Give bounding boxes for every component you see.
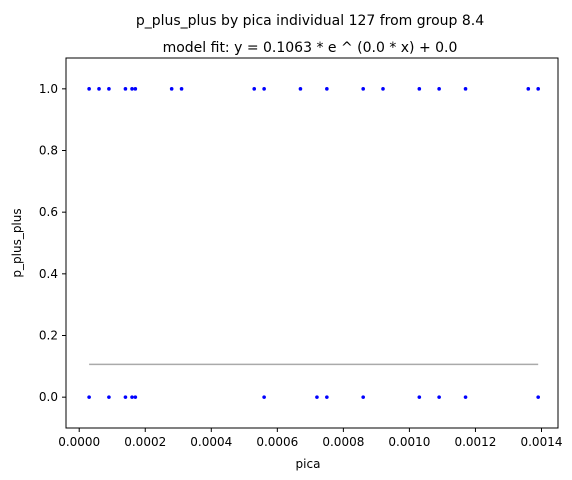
scatter-point — [325, 395, 329, 399]
x-tick-label: 0.0000 — [58, 435, 100, 449]
scatter-point — [133, 395, 138, 399]
scatter-point — [123, 87, 128, 91]
scatter-point — [262, 87, 266, 91]
scatter-point — [463, 87, 468, 91]
y-tick-label: 0.2 — [39, 329, 58, 343]
scatter-point — [315, 395, 319, 399]
chart-title: p_plus_plus by pica individual 127 from … — [136, 13, 484, 29]
scatter-point — [107, 87, 111, 91]
scatter-point — [130, 395, 134, 399]
scatter-point — [536, 395, 540, 399]
scatter-point — [262, 395, 266, 399]
scatter-point — [437, 87, 441, 91]
scatter-point — [298, 87, 303, 91]
x-tick-label: 0.0004 — [190, 435, 232, 449]
y-tick-label: 0.0 — [39, 390, 58, 404]
x-tick-label: 0.0008 — [322, 435, 364, 449]
scatter-point — [133, 87, 138, 91]
y-tick-label: 1.0 — [39, 82, 58, 96]
y-tick-label: 0.4 — [39, 267, 58, 281]
scatter-point — [169, 87, 174, 91]
y-axis-ticks: 0.0 0.2 0.4 0.6 0.8 1.0 — [39, 82, 66, 404]
y-tick-label: 0.6 — [39, 205, 58, 219]
plot-area-frame — [65, 57, 559, 429]
y-tick-label: 0.8 — [39, 144, 58, 158]
x-tick-label: 0.0014 — [520, 435, 562, 449]
chart-subtitle: model fit: y = 0.1063 * e ^ (0.0 * x) + … — [163, 40, 458, 56]
x-tick-label: 0.0002 — [124, 435, 166, 449]
scatter-point — [107, 395, 111, 399]
scatter-point — [463, 395, 468, 399]
y-axis-label: p_plus_plus — [10, 208, 24, 277]
x-axis-label: pica — [296, 457, 321, 471]
scatter-point — [87, 395, 91, 399]
scatter-point — [130, 87, 134, 91]
x-tick-label: 0.0006 — [256, 435, 298, 449]
scatter-point — [123, 395, 128, 399]
scatter-point — [325, 87, 329, 91]
scatter-point — [526, 87, 531, 91]
scatter-points-layer — [87, 87, 540, 399]
scatter-point — [97, 87, 101, 91]
scatter-point — [417, 87, 422, 91]
x-axis-ticks: 0.0000 0.0002 0.0004 0.0006 0.0008 0.0010 0.00… — [58, 428, 562, 449]
scatter-point — [417, 395, 422, 399]
scatter-point — [87, 87, 91, 91]
scatter-point — [536, 87, 540, 91]
scatter-point — [381, 87, 385, 91]
x-tick-label: 0.0010 — [388, 435, 430, 449]
scatter-point — [437, 395, 441, 399]
scatter-point — [179, 87, 184, 91]
scatter-point — [361, 87, 365, 91]
x-tick-label: 0.0012 — [454, 435, 496, 449]
scatter-point — [361, 395, 365, 399]
scatter-point — [252, 87, 257, 91]
